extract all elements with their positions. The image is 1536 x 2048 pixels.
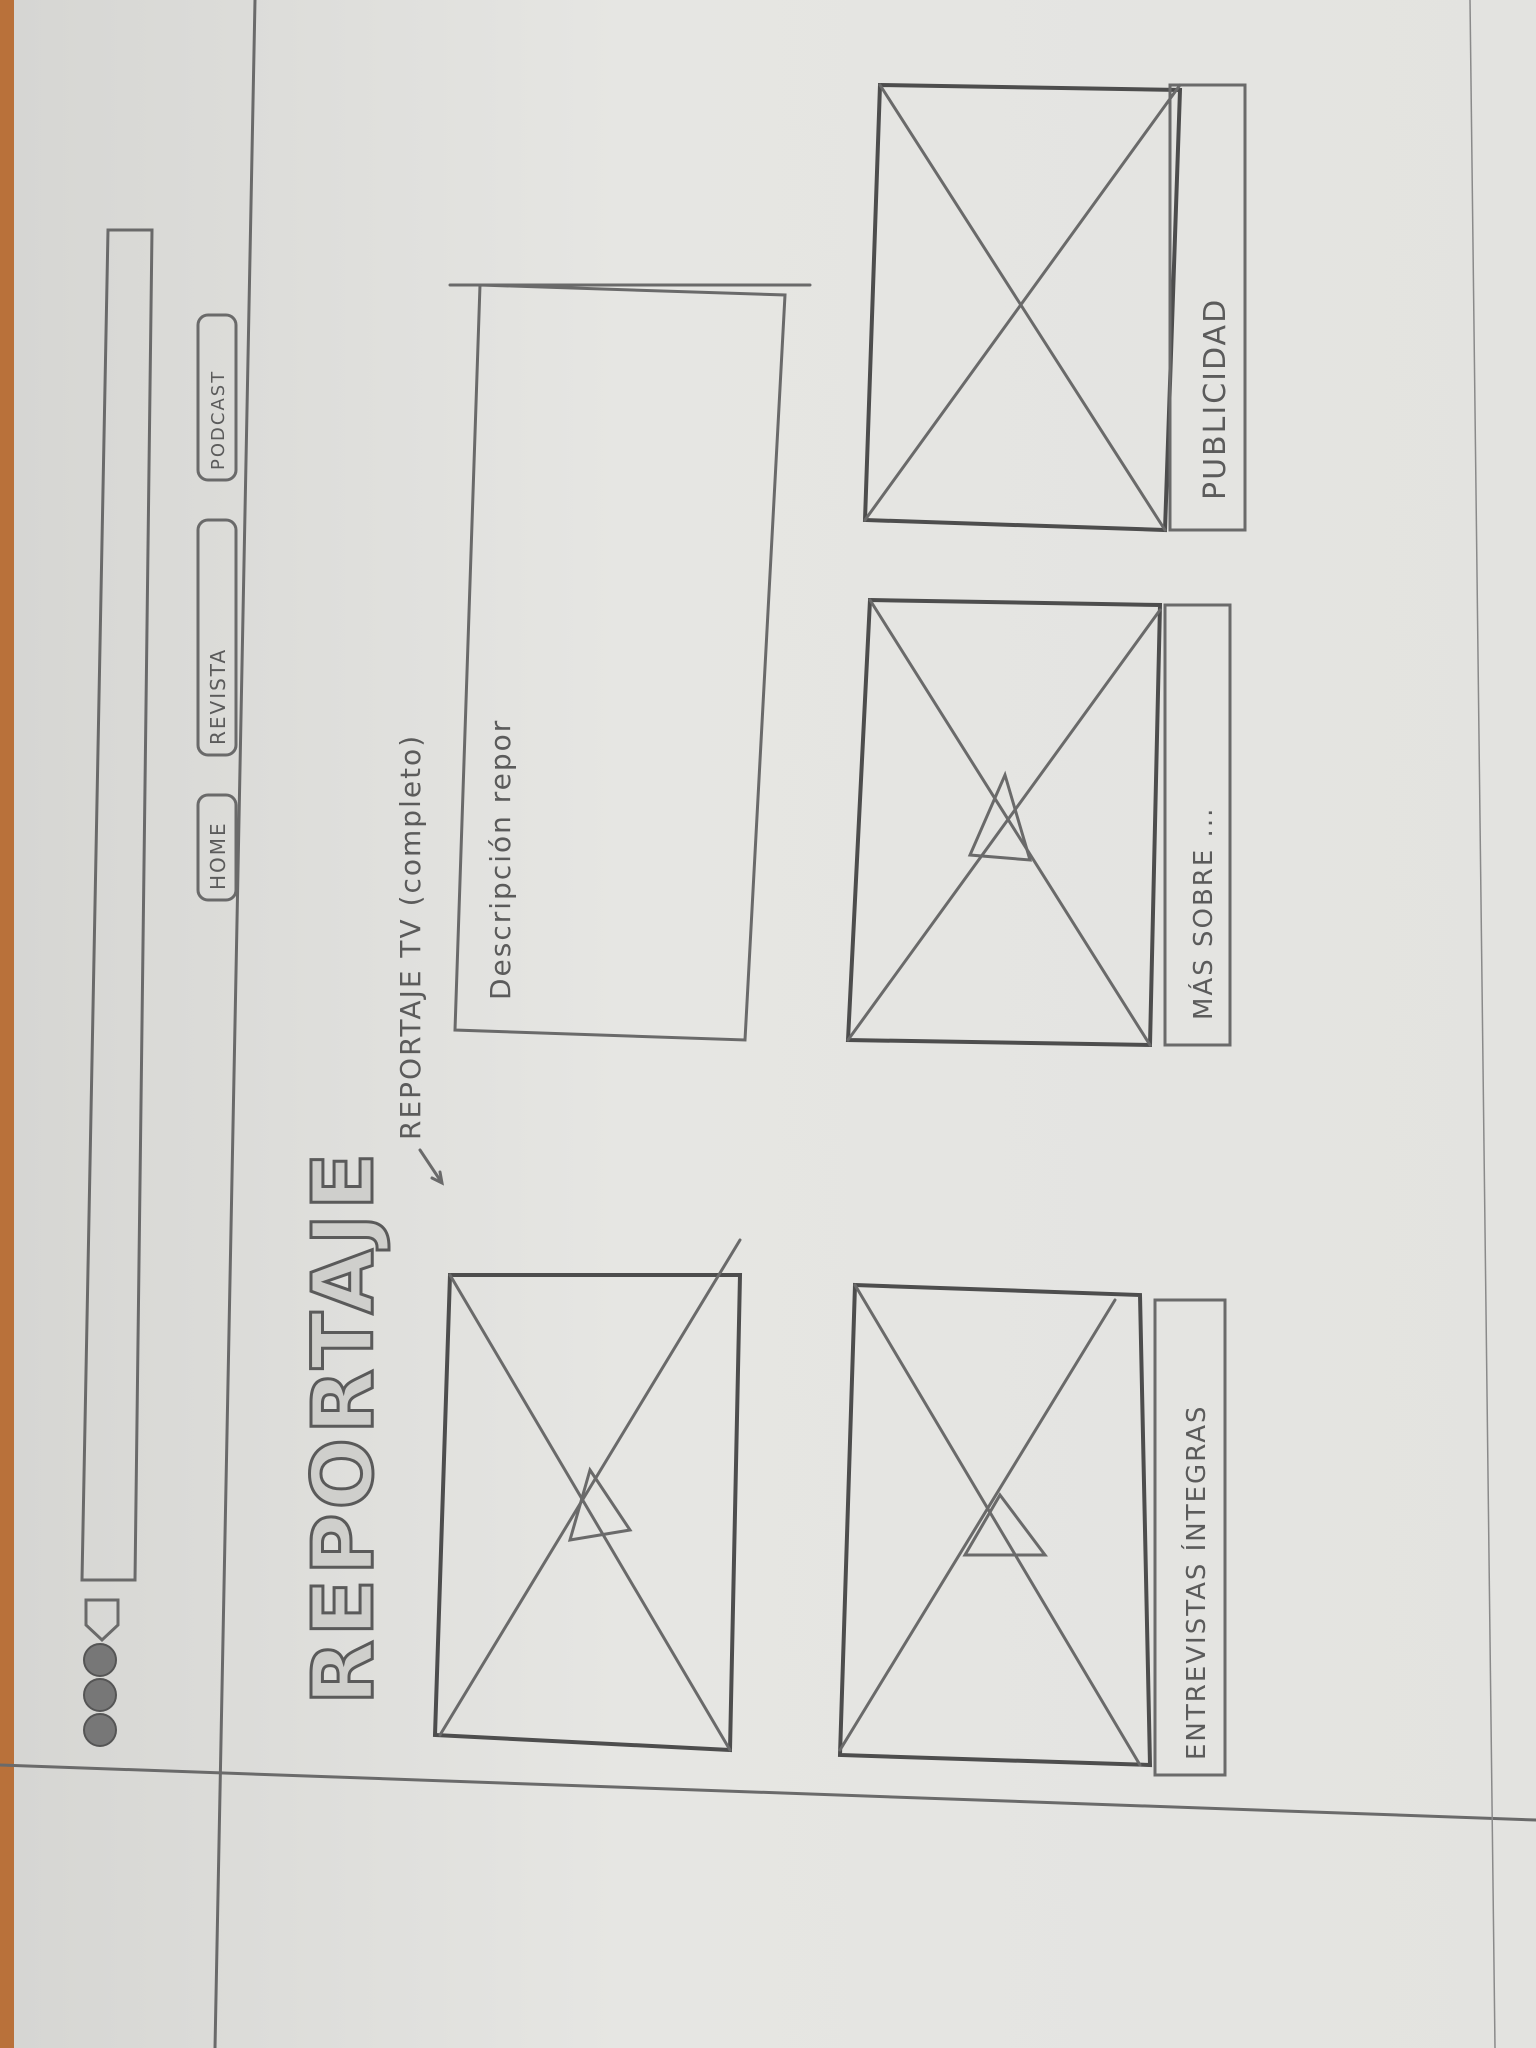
card-publicidad[interactable]: PUBLICIDAD	[862, 82, 1247, 533]
nav-revista-label: REVISTA	[206, 648, 230, 745]
nav-home-label: HOME	[206, 821, 230, 890]
play-triangle-icon[interactable]	[967, 770, 1033, 862]
play-triangle-icon[interactable]	[567, 1466, 633, 1542]
description-label: Descripción repor	[484, 719, 517, 1000]
page-guide-line	[0, 1763, 1536, 1822]
video-player-placeholder[interactable]	[432, 1238, 743, 1753]
page-guide-line	[213, 0, 257, 2048]
address-bar[interactable]	[80, 228, 154, 1582]
annotation-arrowhead-icon	[430, 1170, 445, 1186]
description-box: Descripción repor	[448, 283, 812, 1042]
nav-button-revista[interactable]: REVISTA	[196, 518, 238, 757]
nav-button-podcast[interactable]: PODCAST	[196, 313, 238, 482]
card-publicidad-label: PUBLICIDAD	[1198, 298, 1233, 500]
nav-podcast-label: PODCAST	[208, 370, 229, 470]
card-mas-sobre[interactable]: MÁS SOBRE ...	[845, 597, 1232, 1048]
video-annotation: REPORTAJE TV (completo)	[394, 734, 427, 1140]
nav-button-home[interactable]: HOME	[196, 793, 238, 902]
paper-sheet	[14, 0, 1536, 2048]
page-guide-line	[1469, 0, 1496, 2048]
card-entrevistas-label: ENTREVISTAS ÍNTEGRAS	[1180, 1404, 1212, 1760]
annotation-arrow-icon	[418, 1148, 442, 1182]
play-triangle-icon[interactable]	[962, 1492, 1048, 1557]
page-title: REPORTAJE	[294, 1149, 392, 1705]
house-icon[interactable]	[84, 1598, 120, 1643]
card-mas-sobre-label: MÁS SOBRE ...	[1187, 807, 1219, 1020]
card-entrevistas[interactable]: ENTREVISTAS ÍNTEGRAS	[837, 1282, 1227, 1777]
browser-buttons-icon	[83, 1643, 117, 1747]
